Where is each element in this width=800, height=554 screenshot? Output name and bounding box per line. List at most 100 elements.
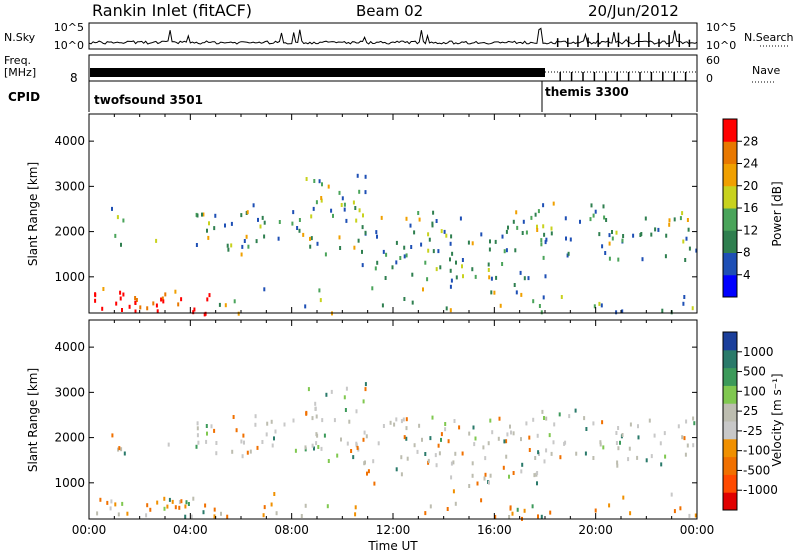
range-cell <box>528 448 531 452</box>
range-cell <box>96 511 99 516</box>
range-cell <box>362 213 364 218</box>
range-cell <box>521 231 524 235</box>
range-cell <box>498 416 501 421</box>
colorbar-tick-label: -1000 <box>743 483 778 497</box>
freq-left-tick: 8 <box>70 71 78 85</box>
range-cell <box>361 263 364 268</box>
range-cell <box>206 297 209 302</box>
range-cell <box>403 245 406 250</box>
range-cell <box>162 299 165 304</box>
colorbar-tick-label: 12 <box>743 223 758 237</box>
range-cell <box>530 215 533 220</box>
range-cell <box>458 425 461 430</box>
range-cell <box>552 440 555 445</box>
range-cell <box>550 231 553 236</box>
range-cell <box>685 419 688 424</box>
range-cell <box>519 270 522 275</box>
range-cell <box>636 455 639 460</box>
y-tick-label: 1000 <box>54 270 85 284</box>
range-cell <box>218 302 221 307</box>
range-cell <box>235 428 238 433</box>
range-cell <box>134 300 137 305</box>
range-cell <box>670 492 673 497</box>
range-cell <box>563 441 566 446</box>
range-cell <box>309 244 312 249</box>
colorbar-cell <box>723 163 737 187</box>
range-cell <box>455 260 457 265</box>
range-cell <box>574 408 577 413</box>
range-cell <box>254 414 257 419</box>
range-cell <box>395 417 398 422</box>
range-cell <box>231 449 234 454</box>
range-cell <box>484 456 487 461</box>
range-cell <box>452 489 455 494</box>
range-cell <box>195 444 198 449</box>
range-cell <box>679 216 682 221</box>
range-cell <box>468 431 471 436</box>
colorbar-cell <box>723 349 737 369</box>
range-cell <box>206 228 208 233</box>
colorbar-tick-label: 4 <box>743 268 751 282</box>
range-cell <box>520 469 523 474</box>
range-cell <box>156 309 159 314</box>
range-cell <box>252 203 255 208</box>
range-cell <box>617 446 620 451</box>
colorbar-cell <box>723 421 737 440</box>
range-cell <box>505 229 508 234</box>
range-cell <box>230 221 233 226</box>
range-cell <box>602 204 605 209</box>
freq-panel: Freq. [MHz] 8 60 0 Nave <box>4 54 780 85</box>
range-cell <box>650 232 653 237</box>
range-cell <box>473 442 476 447</box>
range-cell <box>601 244 604 249</box>
range-cell <box>616 460 619 465</box>
range-cell <box>155 238 158 243</box>
range-cell <box>214 213 217 218</box>
range-cell <box>184 504 187 509</box>
range-cell <box>122 292 125 297</box>
range-cell <box>692 443 695 448</box>
range-cell <box>540 514 543 519</box>
noise-traces <box>88 27 698 47</box>
range-cell <box>355 409 358 414</box>
range-cell <box>550 226 553 231</box>
range-cell <box>665 233 668 238</box>
station-title: Rankin Inlet (fitACF) <box>92 1 252 20</box>
range-cell <box>683 295 686 299</box>
range-cell <box>243 440 245 445</box>
velocity-ylabel: Slant Range [km] <box>26 368 40 472</box>
range-cell <box>296 226 299 230</box>
range-cell <box>617 426 620 430</box>
range-cell <box>145 513 148 518</box>
range-cell <box>503 249 506 254</box>
range-cell <box>616 463 619 468</box>
range-cell <box>352 455 355 460</box>
range-cell <box>445 306 448 311</box>
range-cell <box>450 475 453 480</box>
range-cell <box>520 292 523 297</box>
range-cell <box>536 471 539 475</box>
range-cell <box>508 474 510 479</box>
colorbar-tick-label: -25 <box>743 424 763 438</box>
range-cell <box>523 276 526 281</box>
range-cell <box>472 425 475 430</box>
range-cell <box>304 304 307 309</box>
range-cell <box>274 429 277 434</box>
range-cell <box>545 448 548 453</box>
range-cell <box>592 213 595 218</box>
range-cell <box>336 453 339 458</box>
range-cell <box>126 511 129 516</box>
range-cell <box>114 502 117 507</box>
range-cell <box>452 460 455 465</box>
range-cell <box>405 436 408 441</box>
range-cell <box>420 242 423 247</box>
colorbar-cell <box>723 367 737 386</box>
range-cell <box>353 245 356 250</box>
colorbar-cell <box>723 456 737 475</box>
range-cell <box>439 265 442 270</box>
range-cell <box>364 387 367 392</box>
range-cell <box>645 458 648 463</box>
range-cell <box>692 416 695 421</box>
range-cell <box>512 219 515 224</box>
range-cell <box>677 424 680 429</box>
